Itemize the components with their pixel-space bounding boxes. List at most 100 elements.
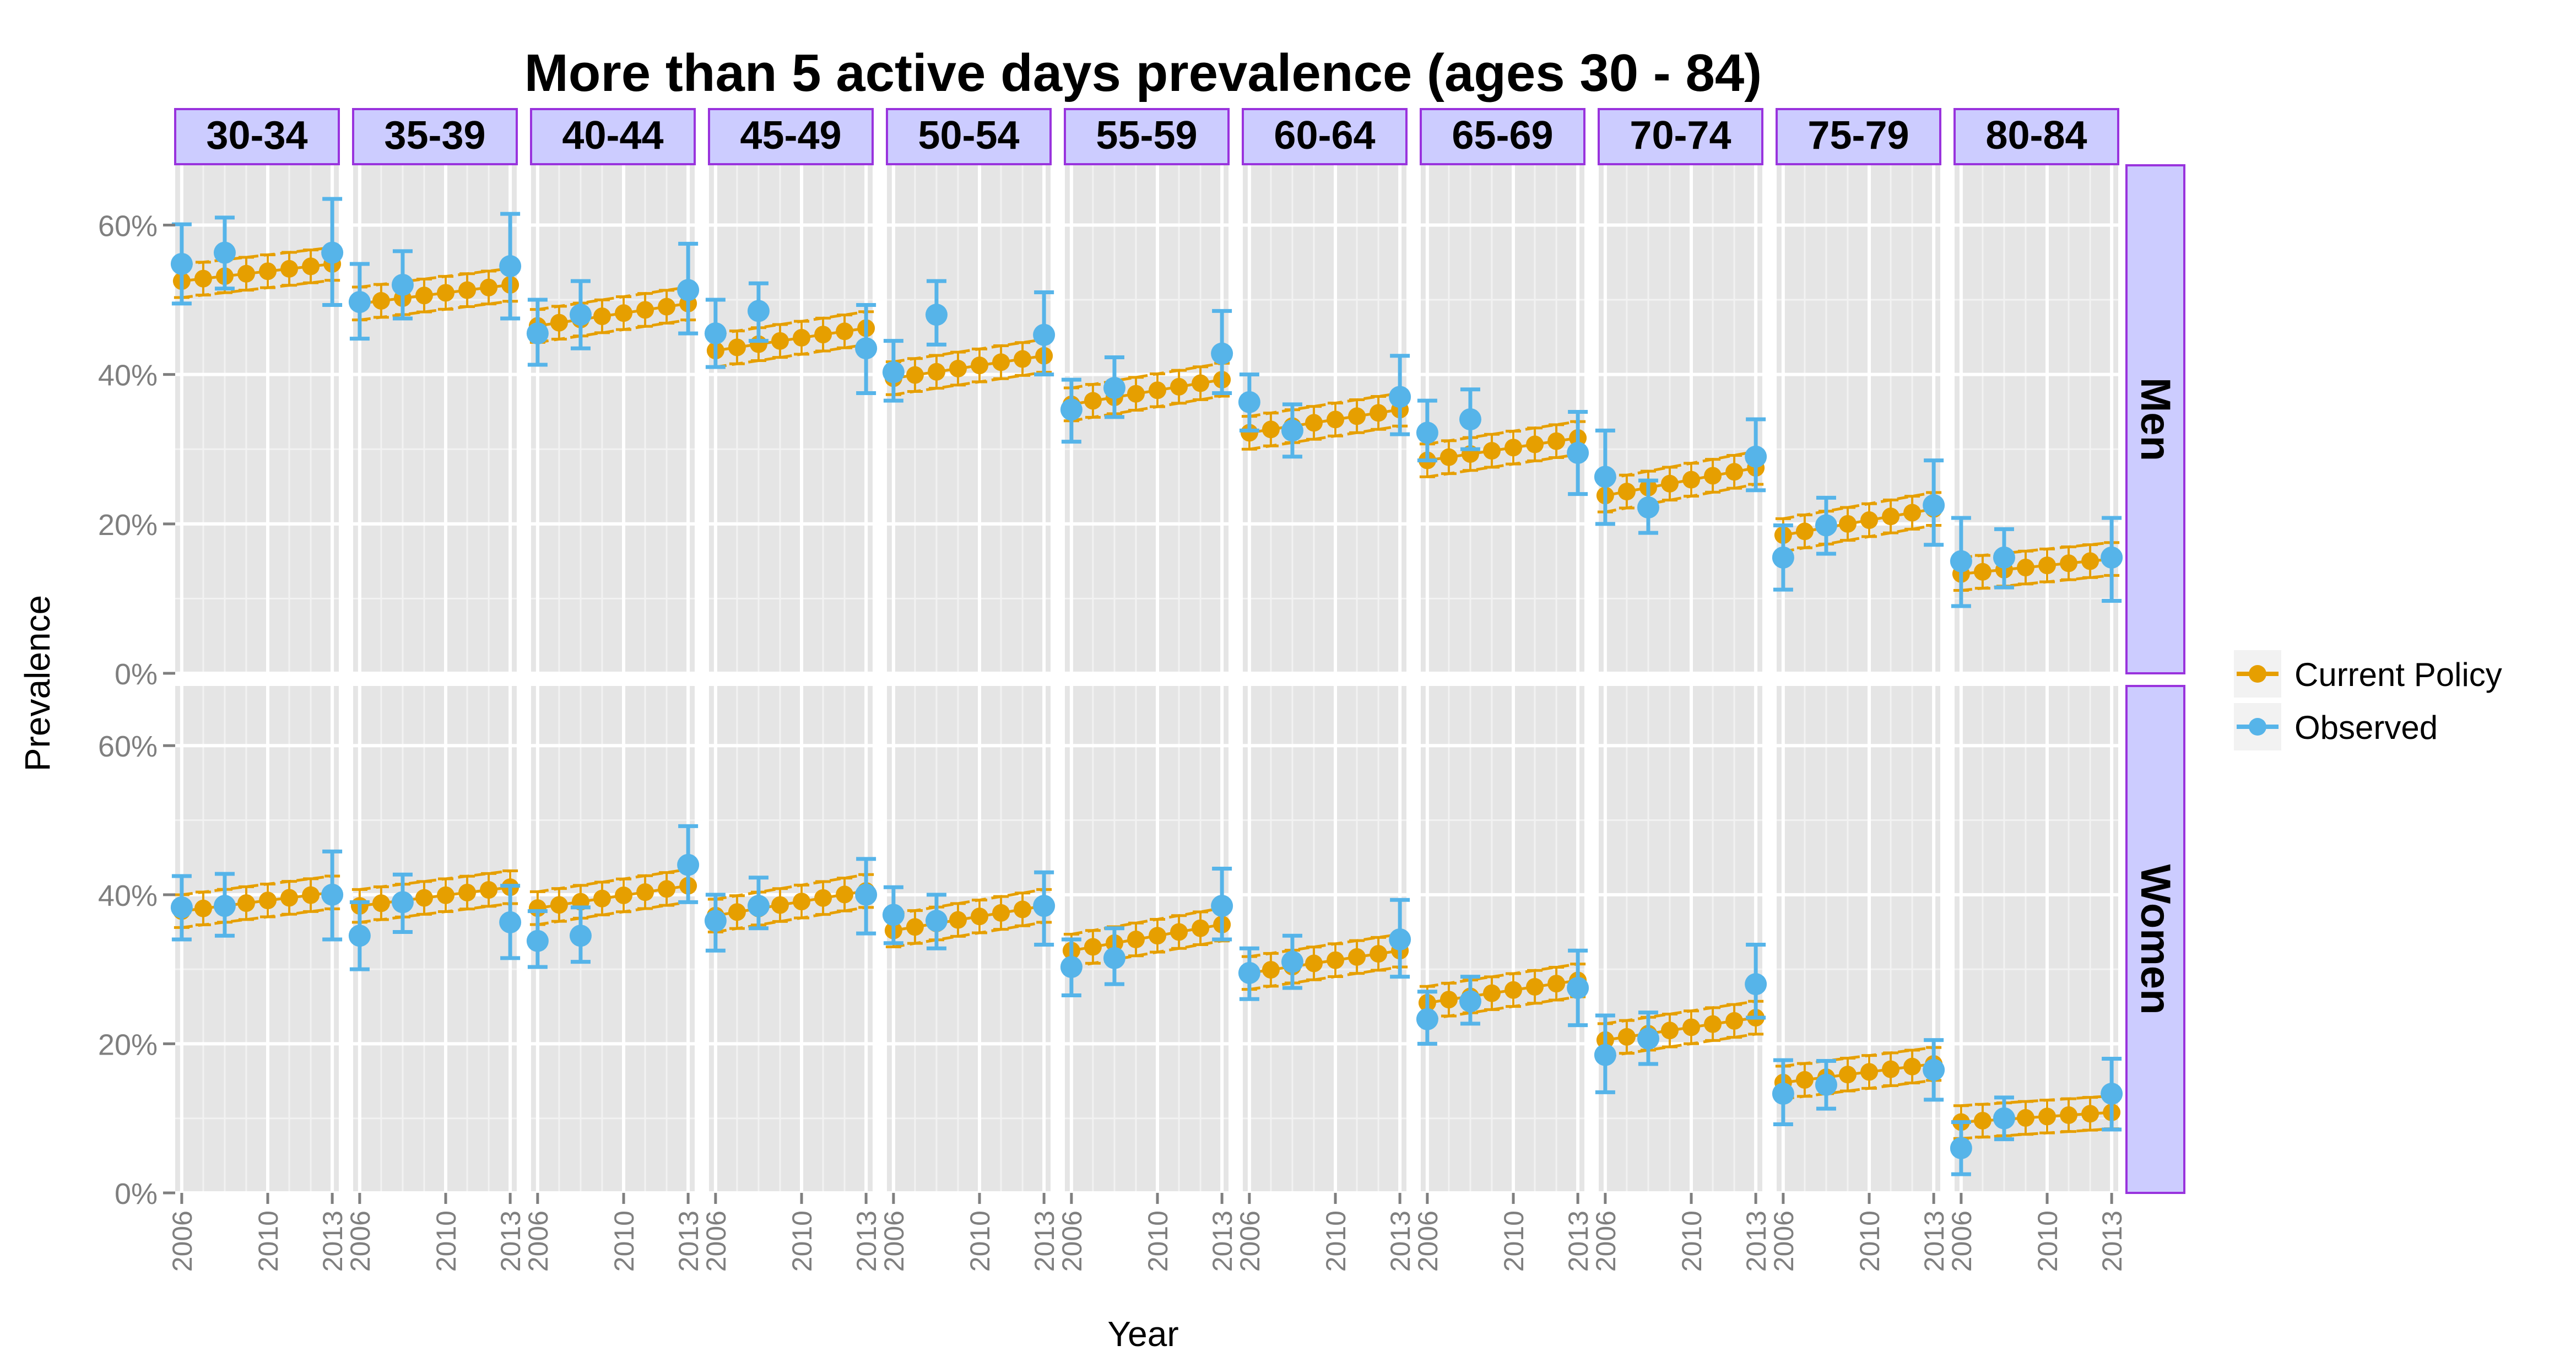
column-strip-label: 75-79 [1807, 114, 1909, 158]
observed-point [1950, 550, 1972, 572]
x-tick-label: 2006 [167, 1211, 198, 1272]
x-tick-label: 2013 [851, 1211, 882, 1272]
chart-title: More than 5 active days prevalence (ages… [524, 44, 1762, 102]
policy-point [1327, 410, 1345, 429]
policy-point [793, 329, 811, 347]
observed-point [747, 895, 770, 917]
policy-point [1617, 483, 1636, 501]
observed-point [1594, 1044, 1616, 1066]
observed-point [1103, 377, 1125, 399]
x-tick-label: 2013 [1919, 1211, 1950, 1272]
observed-point [321, 241, 344, 264]
panel-background [1065, 165, 1229, 673]
observed-point [499, 255, 522, 278]
panel [526, 165, 700, 675]
panel-background [1421, 686, 1584, 1193]
x-tick-label: 2013 [1563, 1211, 1594, 1272]
x-tick-label: 2013 [495, 1211, 526, 1272]
panel [348, 686, 522, 1195]
x-tick-label: 2006 [1057, 1211, 1087, 1272]
policy-point [437, 886, 455, 904]
policy-point [1704, 1015, 1722, 1033]
column-strip [174, 108, 340, 165]
observed-point [569, 304, 592, 326]
policy-point [1882, 1060, 1900, 1078]
policy-point [593, 889, 611, 907]
observed-point [1389, 386, 1411, 408]
policy-point [1149, 381, 1167, 399]
policy-point [1240, 424, 1258, 442]
policy-point [1973, 563, 1991, 581]
column-strip-label: 55-59 [1096, 114, 1197, 158]
panel-background [709, 165, 873, 673]
policy-point [1149, 927, 1167, 945]
policy-point [836, 322, 854, 341]
panel [348, 165, 522, 675]
observed-point [2101, 1083, 2123, 1105]
policy-point [1084, 938, 1102, 956]
policy-point [1973, 1111, 1991, 1130]
observed-point [925, 304, 948, 326]
policy-point [771, 896, 789, 914]
panel [1238, 686, 1411, 1195]
panel [704, 686, 878, 1195]
observed-point [170, 252, 193, 275]
policy-point [1547, 432, 1566, 450]
policy-point [1370, 404, 1388, 422]
policy-point [1882, 507, 1900, 526]
x-tick-label: 2010 [609, 1211, 640, 1272]
observed-point [1416, 1008, 1438, 1030]
panel-background [175, 165, 339, 673]
policy-point [1660, 474, 1679, 493]
column-strip-label: 50-54 [918, 114, 1019, 158]
legend-point-observed [2249, 718, 2266, 736]
x-axis-title: Year [1107, 1314, 1178, 1354]
observed-point [882, 361, 905, 383]
policy-point [194, 269, 212, 288]
observed-point [1281, 950, 1303, 973]
panel [170, 686, 344, 1195]
observed-point [704, 910, 727, 932]
x-tick-label: 2006 [345, 1211, 376, 1272]
x-tick-label: 2006 [1413, 1211, 1443, 1272]
panel-background [531, 165, 695, 673]
column-strip [1598, 108, 1763, 165]
observed-point [499, 911, 522, 933]
observed-point [1594, 466, 1616, 488]
policy-point [1838, 1066, 1857, 1084]
column-strip-label: 45-49 [740, 114, 841, 158]
observed-point [1993, 1107, 2015, 1130]
panel-background [887, 686, 1051, 1193]
observed-point [391, 891, 414, 914]
observed-point [526, 930, 549, 952]
policy-point [906, 366, 924, 384]
x-tick-label: 2013 [2097, 1211, 2128, 1272]
policy-point [949, 911, 967, 929]
policy-point [1014, 350, 1032, 368]
x-tick-label: 2010 [253, 1211, 284, 1272]
panel [1950, 686, 2123, 1195]
legend-point-current-policy [2249, 665, 2266, 683]
policy-point [1192, 919, 1210, 937]
x-tick-label: 2010 [787, 1211, 818, 1272]
policy-point [1526, 435, 1544, 453]
panel [1060, 686, 1233, 1195]
column-strip [1064, 108, 1230, 165]
policy-point [458, 883, 477, 901]
x-tick-label: 2010 [431, 1211, 462, 1272]
policy-point [992, 353, 1010, 371]
observed-point [1637, 496, 1659, 518]
policy-point [1014, 900, 1032, 918]
policy-point [415, 889, 433, 907]
policy-point [2060, 554, 2078, 572]
observed-point [704, 322, 727, 345]
policy-point [1305, 954, 1323, 972]
panel [170, 165, 344, 675]
x-tick-label: 2006 [1590, 1211, 1621, 1272]
x-tick-label: 2013 [1741, 1211, 1772, 1272]
policy-point [1327, 951, 1345, 969]
x-tick-label: 2010 [965, 1211, 995, 1272]
policy-point [636, 301, 654, 319]
policy-point [2060, 1106, 2078, 1124]
